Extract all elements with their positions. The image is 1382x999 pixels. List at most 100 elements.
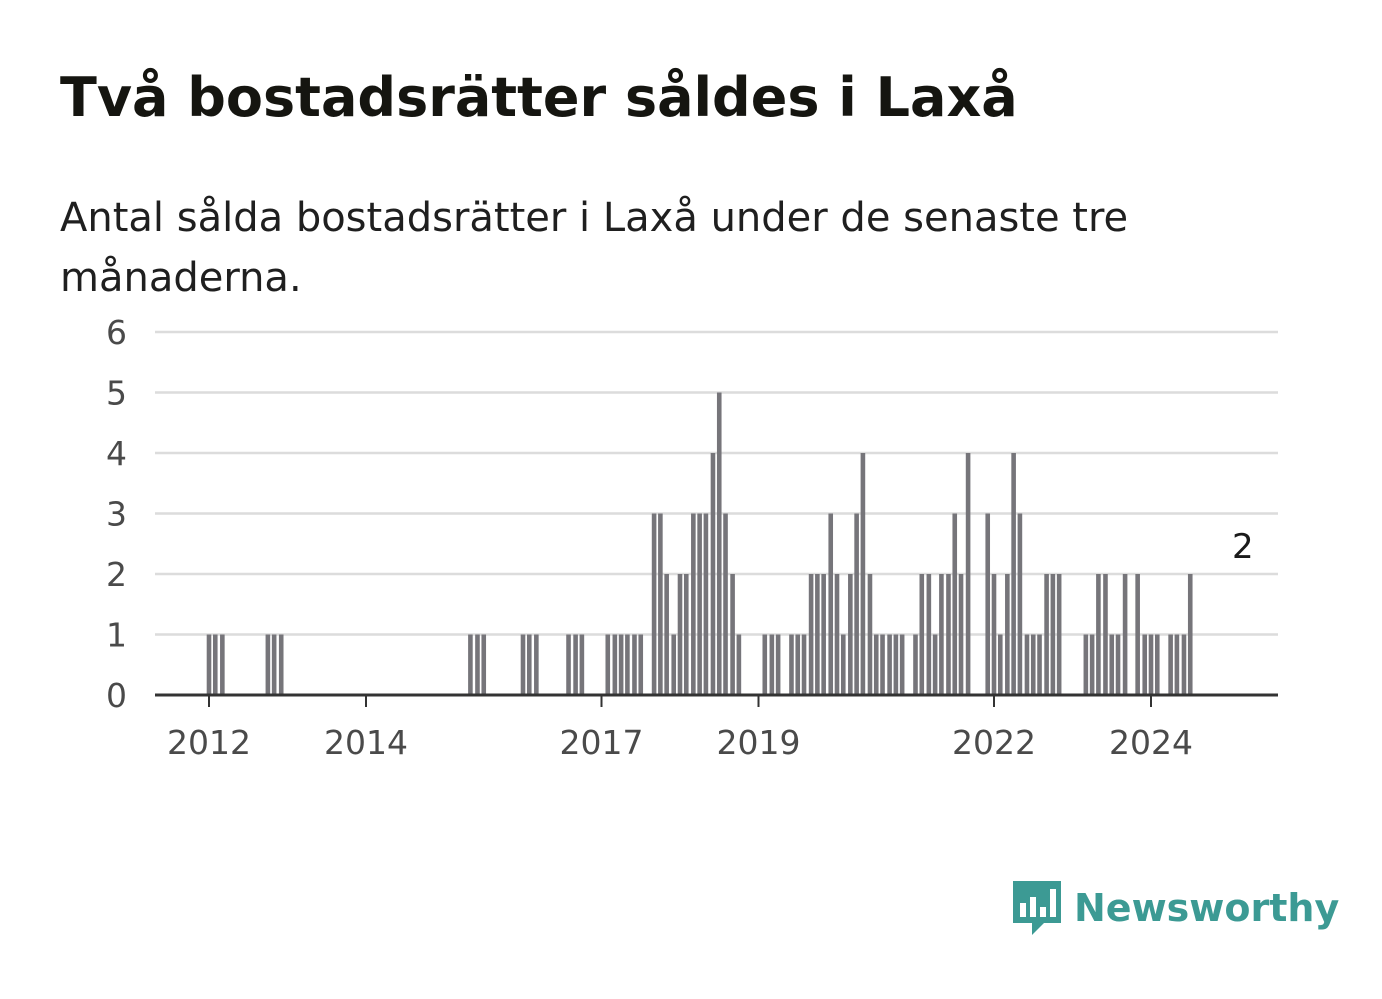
bar: [815, 574, 820, 695]
bar: [840, 634, 846, 695]
bar: [677, 574, 683, 695]
y-tick-label: 6: [106, 313, 127, 352]
bar: [946, 574, 951, 695]
bar: [651, 513, 657, 695]
bar: [664, 574, 669, 695]
x-tick-label: 2014: [324, 723, 408, 762]
bar: [1109, 634, 1115, 695]
y-tick-label: 3: [106, 495, 127, 534]
bar: [723, 513, 728, 695]
bar: [1103, 574, 1108, 695]
y-axis-ticks: 0 1 2 3 4 5 6: [106, 313, 127, 715]
bar: [939, 574, 944, 695]
bar: [1089, 634, 1095, 695]
bar: [697, 513, 702, 695]
bar: [605, 634, 611, 695]
bar: [625, 634, 630, 695]
bar: [1122, 574, 1128, 695]
bar: [716, 392, 722, 695]
bar: [1017, 513, 1023, 695]
bar: [854, 513, 859, 695]
bar: [1005, 574, 1010, 695]
bars: [206, 392, 1193, 695]
bar: [206, 634, 212, 695]
bar: [612, 634, 618, 695]
bar: [1024, 634, 1030, 695]
bar: [220, 634, 225, 695]
x-tick-label: 2022: [952, 723, 1036, 762]
bar: [618, 634, 624, 695]
bar: [638, 634, 644, 695]
bar: [860, 453, 866, 695]
bar: [808, 574, 814, 695]
y-tick-label: 4: [106, 434, 127, 473]
bar: [671, 634, 677, 695]
bar: [736, 634, 742, 695]
bar: [1011, 453, 1016, 695]
bar: [475, 634, 480, 695]
bar: [926, 574, 932, 695]
brand-name: Newsworthy: [1074, 886, 1340, 930]
bar: [1187, 574, 1193, 695]
gridlines: [155, 330, 1278, 636]
bar: [834, 574, 840, 695]
x-axis-ticks: 2012 2014 2017 2019 2022 2024: [167, 695, 1193, 762]
bar: [520, 634, 526, 695]
y-tick-label: 0: [106, 676, 127, 715]
bar: [913, 634, 918, 695]
bar: [1168, 634, 1173, 695]
chart-subtitle: Antal sålda bostadsrätter i Laxå under d…: [60, 195, 1129, 301]
bar: [880, 634, 885, 695]
y-tick-label: 1: [106, 616, 127, 655]
x-tick-label: 2017: [560, 723, 644, 762]
x-tick-label: 2024: [1109, 723, 1193, 762]
y-tick-label: 2: [106, 555, 127, 594]
bar: [691, 513, 696, 695]
bar: [801, 634, 807, 695]
bar: [848, 574, 853, 695]
bar: [762, 634, 768, 695]
bar: [534, 634, 539, 695]
bar: [985, 513, 991, 695]
bar: [893, 634, 899, 695]
bar: [468, 634, 473, 695]
bar: [965, 453, 971, 695]
bar: [212, 634, 218, 695]
bar: [1030, 634, 1036, 695]
bar: [1083, 634, 1089, 695]
bar: [278, 634, 284, 695]
bar: [566, 634, 571, 695]
bar: [481, 634, 487, 695]
bar: [703, 513, 709, 695]
bar: [991, 574, 997, 695]
bar: [821, 574, 826, 695]
bar: [887, 634, 892, 695]
bar: [573, 634, 578, 695]
bar: [1174, 634, 1180, 695]
bar: [1044, 574, 1049, 695]
bar: [997, 634, 1003, 695]
bar: [526, 634, 532, 695]
bar: [683, 574, 689, 695]
bar: [789, 634, 794, 695]
bar: [1115, 634, 1121, 695]
bar: [1181, 634, 1187, 695]
bar: [730, 574, 735, 695]
bar: [873, 634, 879, 695]
bar: [769, 634, 775, 695]
bar: [1154, 634, 1160, 695]
bar: [952, 513, 958, 695]
bar: [1050, 574, 1056, 695]
chart-title: Två bostadsrätter såldes i Laxå: [60, 66, 1018, 129]
bar-chart-speech-bubble-icon: [1013, 881, 1061, 935]
bar: [579, 634, 585, 695]
newsworthy-brand[interactable]: Newsworthy: [1010, 876, 1339, 940]
bar: [632, 634, 637, 695]
bar: [828, 513, 834, 695]
data-labels: 2: [1232, 527, 1254, 567]
y-tick-label: 5: [106, 374, 127, 413]
bar: [919, 574, 925, 695]
bar: [658, 513, 663, 695]
bar: [265, 634, 271, 695]
